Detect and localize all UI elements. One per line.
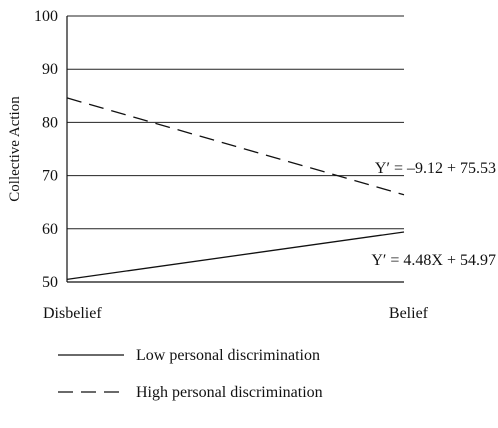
- legend-label-high: High personal discrimination: [136, 384, 323, 401]
- y-tick-labels: 50 60 70 80 90 100: [34, 8, 58, 291]
- legend: Low personal discrimination High personal…: [58, 347, 323, 401]
- y-axis-label: Collective Action: [7, 96, 23, 202]
- series-line-low: [66, 231, 405, 280]
- y-tick-label-80: 80: [42, 114, 58, 131]
- equation-label-high: Y′ = –9.12 + 75.53: [375, 160, 496, 177]
- series-line-high: [66, 97, 405, 196]
- x-category-label-belief: Belief: [389, 305, 429, 322]
- x-category-labels: Disbelief Belief: [43, 305, 429, 322]
- y-tick-label-70: 70: [42, 168, 58, 185]
- gridlines: [67, 15, 404, 230]
- y-tick-label-90: 90: [42, 61, 58, 78]
- y-tick-label-60: 60: [42, 221, 58, 238]
- x-category-label-disbelief: Disbelief: [43, 305, 102, 322]
- series-lines: [66, 97, 405, 280]
- equation-annotations: Y′ = 4.48X + 54.97 Y′ = –9.12 + 75.53: [371, 160, 496, 269]
- legend-label-low: Low personal discrimination: [136, 347, 320, 364]
- equation-label-low: Y′ = 4.48X + 54.97: [371, 252, 496, 269]
- y-tick-label-100: 100: [34, 8, 58, 25]
- axes: [66, 16, 404, 283]
- y-tick-label-50: 50: [42, 274, 58, 291]
